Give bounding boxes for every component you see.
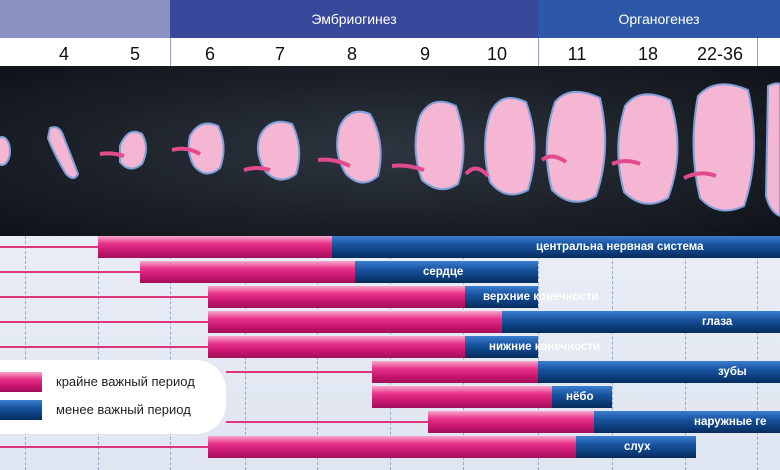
bar-critical-segment — [372, 361, 538, 383]
grid-line — [612, 236, 613, 470]
bar-label: нёбо — [566, 391, 594, 403]
week-label: 7 — [274, 44, 286, 64]
legend-critical-swatch — [0, 372, 42, 392]
header-divider — [757, 38, 758, 66]
bar-label: сердце — [423, 266, 464, 278]
bar-critical-segment — [140, 261, 355, 283]
bar-less-segment: слух — [576, 436, 696, 458]
week-label: 10 — [486, 44, 508, 64]
lead-line — [0, 271, 140, 273]
bar-lower-limbs: нижние конечности — [208, 336, 600, 358]
bar-eyes: глаза — [208, 311, 780, 333]
bar-less-segment: зубы — [538, 361, 780, 383]
bar-label: глаза — [702, 316, 733, 328]
header-divider — [538, 38, 539, 66]
bar-critical-segment — [208, 336, 465, 358]
bar-label: верхние конечности — [483, 291, 599, 303]
bar-less-segment: верхние конечности — [465, 286, 598, 308]
week-label: 8 — [346, 44, 358, 64]
bar-less-segment: центральна нервная система — [332, 236, 780, 258]
grid-line — [685, 236, 686, 470]
bar-critical-segment — [98, 236, 332, 258]
stage-band-embryogenesis: Эмбриогинез — [170, 0, 538, 38]
week-label: 11 — [567, 44, 587, 64]
legend: крайне важный период менее важный период — [0, 360, 226, 434]
bar-less-segment: наружные ге — [594, 411, 780, 433]
bar-less-segment: нёбо — [552, 386, 612, 408]
bar-cns: центральна нервная система — [98, 236, 780, 258]
bar-label: слух — [624, 441, 651, 453]
bar-upper-limbs: верхние конечности — [208, 286, 598, 308]
bar-palate: нёбо — [372, 386, 612, 408]
week-label: 4 — [58, 44, 70, 64]
bar-critical-segment — [208, 311, 502, 333]
week-label: 6 — [204, 44, 216, 64]
week-label: 5 — [129, 44, 141, 64]
week-header-row: 4 5 6 7 8 9 10 11 18 22-36 — [0, 38, 780, 67]
bar-less-segment: сердце — [355, 261, 538, 283]
bar-label: центральна нервная система — [536, 241, 704, 253]
lead-line — [0, 296, 208, 298]
legend-less-swatch — [0, 400, 42, 420]
bar-critical-segment — [208, 286, 465, 308]
embryo-development-strip — [0, 66, 780, 236]
bar-critical-segment — [208, 436, 576, 458]
grid-line — [25, 236, 26, 470]
embryo-development-icon — [0, 82, 780, 218]
stage-band-organogenesis: Органогенез — [538, 0, 780, 38]
lead-line — [226, 421, 428, 423]
legend-less-label: менее важный период — [56, 402, 191, 417]
lead-line — [0, 246, 98, 248]
stage-band-preembryonic — [0, 0, 170, 38]
bar-less-segment: глаза — [502, 311, 780, 333]
legend-critical-label: крайне важный период — [56, 374, 195, 389]
header-divider — [170, 38, 171, 66]
bar-label: наружные ге — [694, 416, 767, 428]
lead-line — [226, 371, 372, 373]
bar-critical-segment — [428, 411, 594, 433]
week-label: 9 — [419, 44, 431, 64]
bar-external-genitalia: наружные ге — [428, 411, 780, 433]
grid-line — [757, 236, 758, 470]
grid-line — [538, 236, 539, 470]
grid-line — [170, 236, 171, 470]
lead-line — [0, 346, 208, 348]
bar-less-segment: нижние конечности — [465, 336, 600, 358]
bar-label: нижние конечности — [489, 341, 601, 353]
bar-heart: сердце — [140, 261, 538, 283]
lead-line — [0, 321, 208, 323]
week-label: 18 — [637, 44, 659, 64]
bar-hearing: слух — [208, 436, 696, 458]
week-label: 22-36 — [696, 44, 744, 64]
bar-label: зубы — [718, 366, 747, 378]
grid-line — [98, 236, 99, 470]
bar-critical-segment — [372, 386, 552, 408]
lead-line — [0, 446, 208, 448]
bar-teeth: зубы — [372, 361, 780, 383]
